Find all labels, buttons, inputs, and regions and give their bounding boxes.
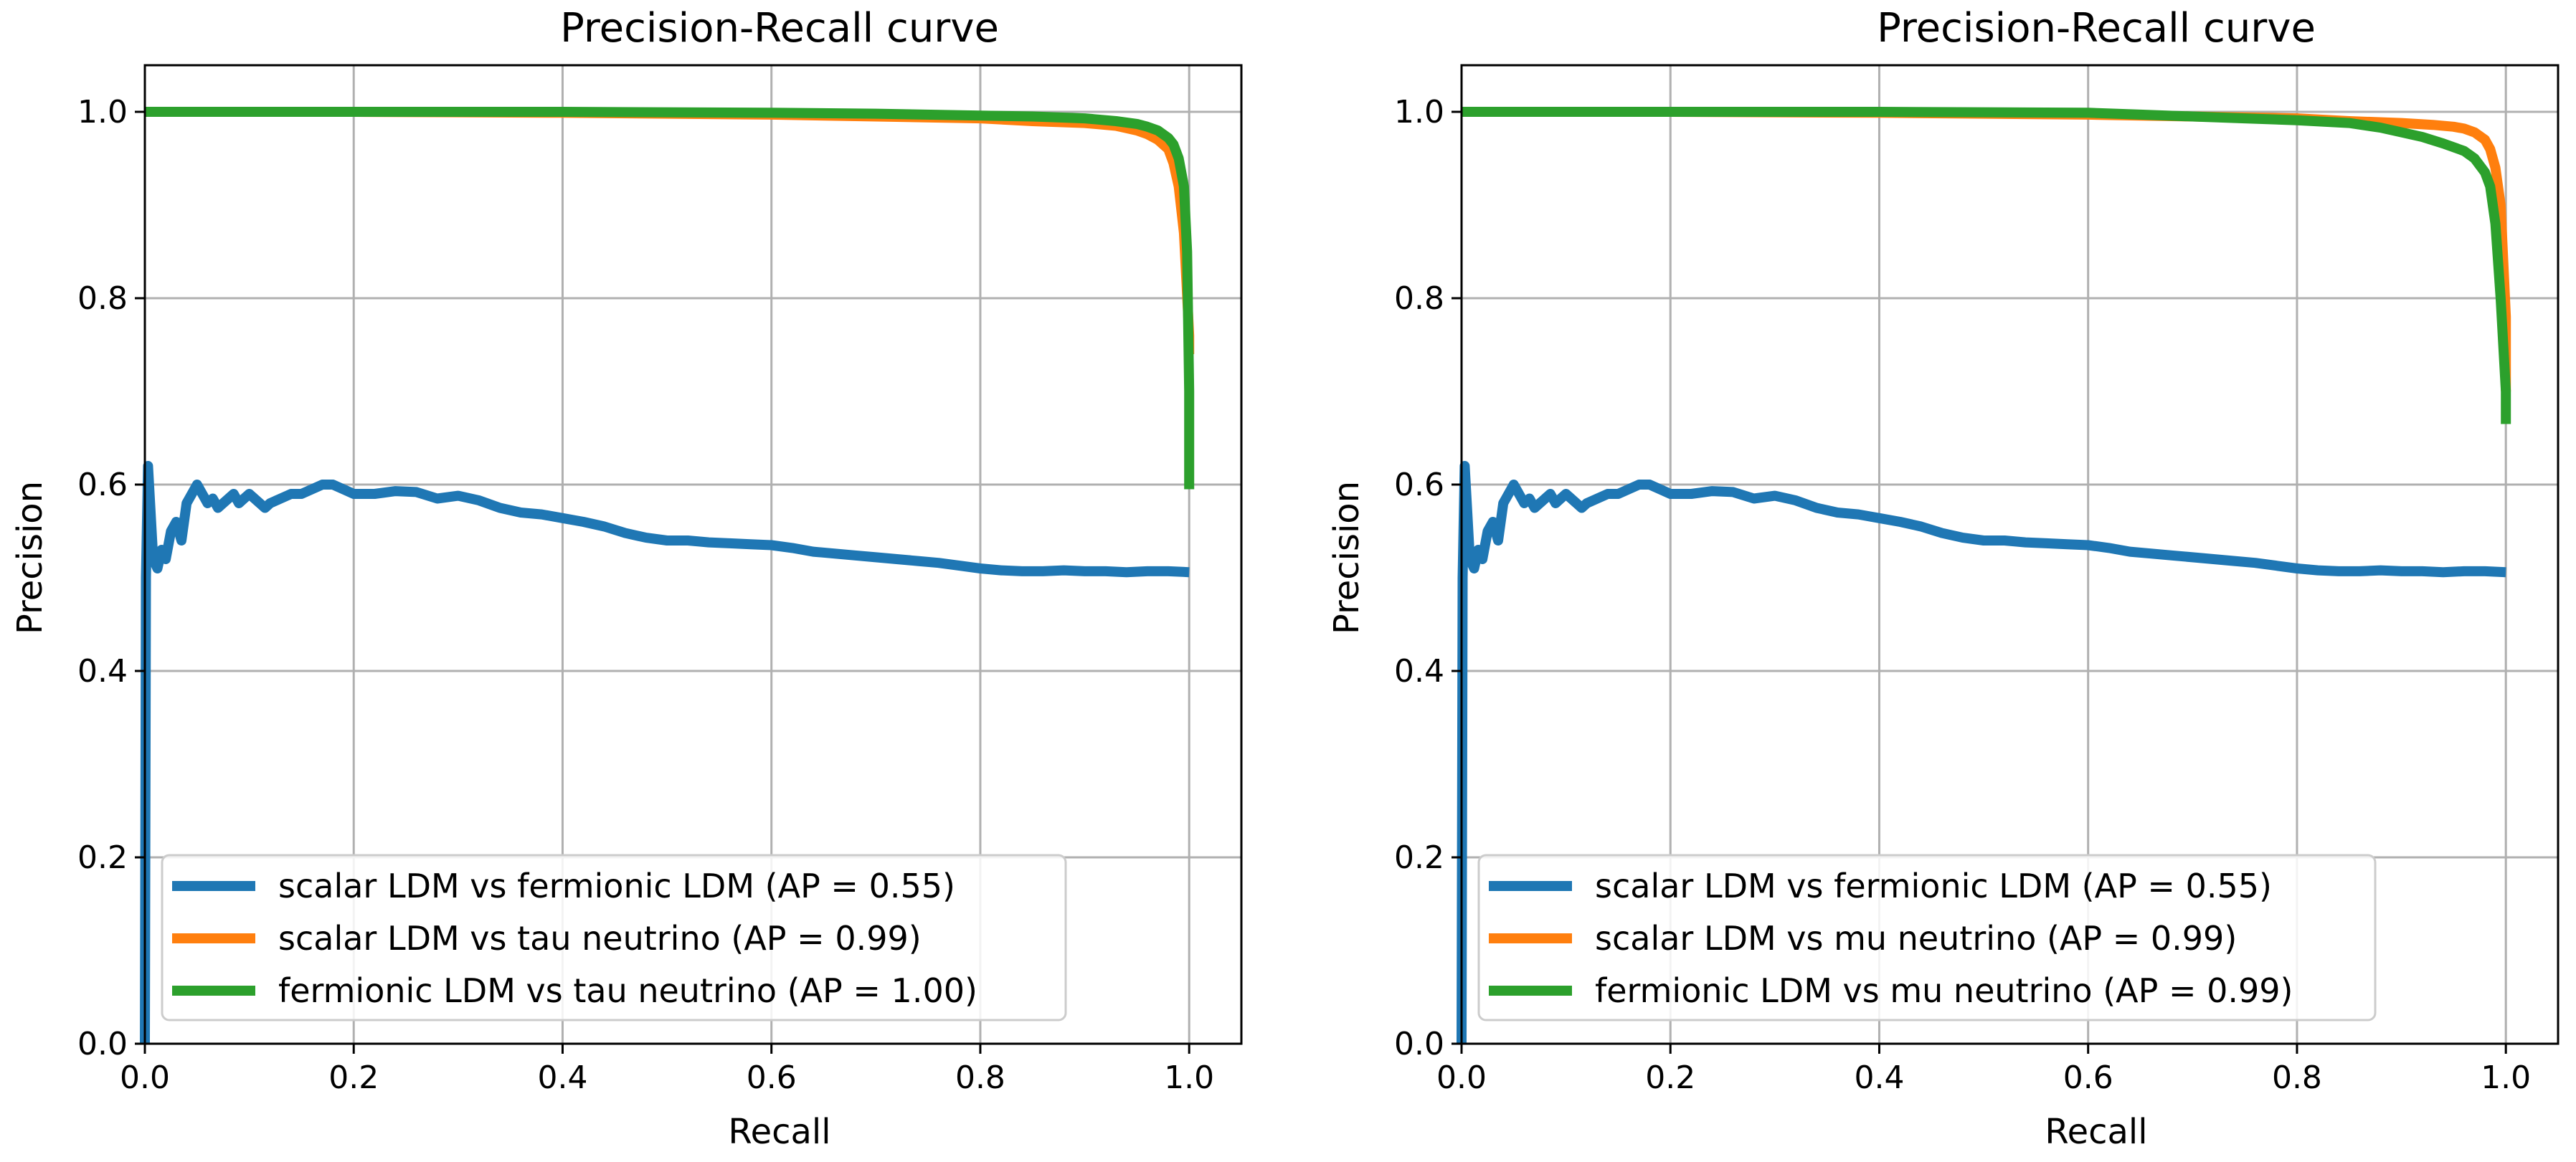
legend: scalar LDM vs fermionic LDM (AP = 0.55) … [1477, 854, 2377, 1021]
x-tick-label: 0.4 [537, 1059, 587, 1096]
y-tick-label: 0.2 [77, 839, 128, 876]
x-tick-label: 1.0 [1164, 1059, 1214, 1096]
x-tick-label: 0.6 [2063, 1059, 2113, 1096]
series-line-0 [140, 461, 1190, 1044]
y-tick-label: 0.0 [1394, 1026, 1444, 1062]
series-line-2 [145, 107, 1195, 490]
y-tick-label: 0.8 [77, 280, 128, 317]
y-axis-label: Precision [1327, 481, 1367, 634]
y-tick-label: 0.6 [1394, 467, 1444, 503]
y-axis-label: Precision [10, 481, 50, 634]
x-tick-label: 0.6 [747, 1059, 797, 1096]
y-tick-label: 0.8 [1394, 280, 1444, 317]
x-tick-label: 0.8 [2272, 1059, 2322, 1096]
series-line-2 [1462, 107, 2511, 424]
x-tick-label: 0.8 [955, 1059, 1005, 1096]
x-tick-label: 0.4 [1854, 1059, 1904, 1096]
x-tick-label: 0.0 [120, 1059, 170, 1096]
x-tick-label: 1.0 [2481, 1059, 2531, 1096]
legend-box [1477, 854, 2377, 1021]
y-tick-label: 0.4 [1394, 653, 1444, 690]
y-tick-label: 0.2 [1394, 839, 1444, 876]
legend-label-0: scalar LDM vs fermionic LDM (AP = 0.55) [1595, 867, 2272, 905]
x-tick-label: 0.0 [1436, 1059, 1487, 1096]
legend-label-1: scalar LDM vs tau neutrino (AP = 0.99) [278, 919, 922, 958]
y-tick-label: 0.6 [77, 467, 128, 503]
left-panel: Precision-Recall curve 0.0 0.2 0.4 0.6 0.8 1.… [10, 5, 1243, 1152]
ticks: 0.0 0.2 0.4 0.6 0.8 1.0 0.0 0.2 0.4 0.6 0.8 1.0 [77, 94, 1214, 1096]
series-line-0 [1457, 461, 2506, 1044]
x-tick-label: 0.2 [328, 1059, 379, 1096]
y-tick-label: 1.0 [77, 94, 128, 130]
axes-frame [1460, 64, 2560, 1045]
y-tick-label: 0.0 [77, 1026, 128, 1062]
chart-title: Precision-Recall curve [1877, 5, 2316, 52]
x-axis-label: Recall [728, 1112, 830, 1152]
y-tick-label: 1.0 [1394, 94, 1444, 130]
legend: scalar LDM vs fermionic LDM (AP = 0.55) … [161, 854, 1067, 1021]
legend-label-0: scalar LDM vs fermionic LDM (AP = 0.55) [278, 867, 955, 905]
series-layer [1457, 107, 2511, 1044]
legend-label-2: fermionic LDM vs tau neutrino (AP = 1.00… [278, 971, 977, 1010]
series-layer [140, 107, 1195, 1044]
legend-label-1: scalar LDM vs mu neutrino (AP = 0.99) [1595, 919, 2237, 958]
right-panel: Precision-Recall curve 0.0 0.2 0.4 0.6 0.8 1.… [1327, 5, 2560, 1152]
legend-label-2: fermionic LDM vs mu neutrino (AP = 0.99) [1595, 971, 2293, 1010]
ticks: 0.0 0.2 0.4 0.6 0.8 1.0 0.0 0.2 0.4 0.6 0.8 1.0 [1394, 94, 2531, 1096]
x-axis-label: Recall [2045, 1112, 2147, 1152]
chart-title: Precision-Recall curve [560, 5, 999, 52]
legend-box [161, 854, 1067, 1021]
axes-frame [143, 64, 1243, 1045]
y-tick-label: 0.4 [77, 653, 128, 690]
x-tick-label: 0.2 [1645, 1059, 1695, 1096]
